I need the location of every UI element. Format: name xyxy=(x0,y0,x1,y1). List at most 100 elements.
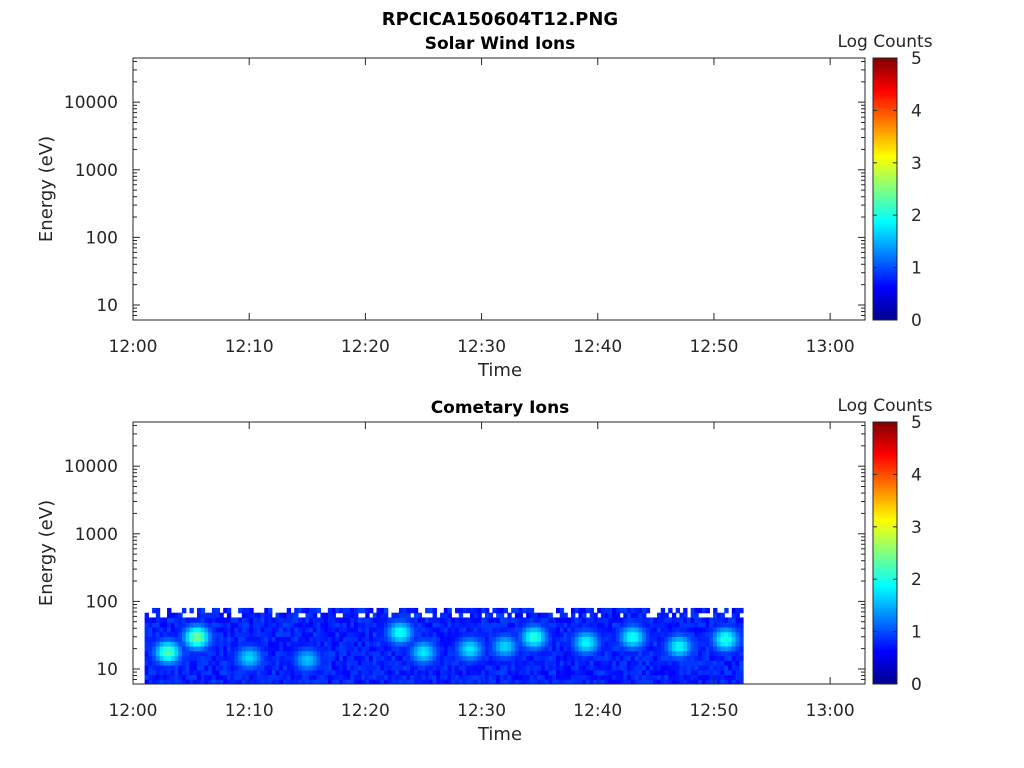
spectrogram-cell xyxy=(417,674,422,680)
spectrogram-cell xyxy=(473,622,479,628)
spectrogram-cell xyxy=(649,650,654,657)
spectrogram-cell xyxy=(282,660,288,666)
spectrogram-cell xyxy=(290,626,295,633)
spectrogram-cell xyxy=(144,674,149,680)
spectrogram-cell xyxy=(226,664,232,671)
spectrogram-cell xyxy=(447,650,452,657)
spectrogram-cell xyxy=(256,655,262,661)
spectrogram-cell xyxy=(694,660,699,666)
spectrogram-cell xyxy=(488,660,494,666)
spectrogram-cell xyxy=(552,650,557,657)
spectrogram-cell xyxy=(537,674,542,680)
spectrogram-cell xyxy=(178,669,183,676)
spectrogram-cell xyxy=(522,645,527,652)
spectrogram-cell xyxy=(492,645,497,652)
y-tick-label: 10000 xyxy=(64,457,118,477)
x-tick-label: 12:00 xyxy=(109,701,158,721)
spectrogram-cell xyxy=(432,650,437,657)
spectrogram-cell xyxy=(170,617,176,623)
spectrogram-cell xyxy=(178,674,183,680)
spectrogram-cell xyxy=(638,669,643,676)
spectrogram-cell xyxy=(185,660,191,666)
spectrogram-cell xyxy=(163,650,168,657)
spectrogram-cell xyxy=(570,636,576,642)
spectrogram-cell xyxy=(215,631,221,638)
spectrogram-cell xyxy=(395,674,400,680)
spectrogram-cell xyxy=(735,626,740,633)
spectrogram-cell xyxy=(148,622,153,628)
spectrogram-cell xyxy=(152,645,157,652)
spectrogram-cell xyxy=(731,607,737,614)
spectrogram-cell xyxy=(701,674,707,680)
spectrogram-cell xyxy=(204,655,209,661)
spectrogram-cell xyxy=(196,660,202,666)
spectrogram-cell xyxy=(312,622,318,628)
spectrogram-cell xyxy=(701,679,707,684)
spectrogram-cell xyxy=(335,664,340,671)
spectrogram-cell xyxy=(402,674,408,680)
spectrogram-cell xyxy=(417,631,422,638)
spectrogram-cell xyxy=(503,674,508,680)
spectrogram-cell xyxy=(361,626,366,633)
spectrogram-cell xyxy=(320,664,325,671)
spectrogram-cell xyxy=(365,669,370,676)
spectrogram-cell xyxy=(275,645,280,652)
spectrogram-cell xyxy=(230,650,235,657)
spectrogram-cell xyxy=(664,636,669,642)
spectrogram-cell xyxy=(294,650,299,657)
spectrogram-cell xyxy=(443,655,449,661)
spectrogram-cell xyxy=(372,622,378,628)
spectrogram-cell xyxy=(339,650,344,657)
spectrogram-cell xyxy=(148,636,153,642)
spectrogram-cell xyxy=(488,622,494,628)
spectrogram-cell xyxy=(387,664,393,671)
spectrogram-cell xyxy=(541,660,546,666)
spectrogram-cell xyxy=(279,664,284,671)
spectrogram-cell xyxy=(698,617,703,623)
spectrogram-cell xyxy=(249,607,254,614)
spectrogram-cell xyxy=(443,645,449,652)
spectrogram-cell xyxy=(709,626,714,633)
spectrogram-cell xyxy=(268,655,273,661)
spectrogram-cell xyxy=(238,607,243,614)
spectrogram-cell xyxy=(608,650,613,657)
spectrogram-cell xyxy=(623,669,628,676)
spectrogram-cell xyxy=(387,674,393,680)
spectrogram-cell xyxy=(612,650,617,657)
spectrogram-cell xyxy=(642,655,647,661)
spectrogram-cell xyxy=(354,645,359,652)
colorbar-label: Log Counts xyxy=(837,396,932,416)
spectrogram-cell xyxy=(507,622,512,628)
spectrogram-cell xyxy=(556,655,561,661)
spectrogram-cell xyxy=(410,631,415,638)
spectrogram-cell xyxy=(182,607,187,614)
spectrogram-cell xyxy=(241,631,247,638)
spectrogram-cell xyxy=(481,636,486,642)
spectrogram-cell xyxy=(271,626,277,633)
spectrogram-cell xyxy=(716,612,722,619)
spectrogram-cell xyxy=(731,650,737,657)
spectrogram-cell xyxy=(369,650,374,657)
spectrogram-cell xyxy=(683,636,688,642)
spectrogram-cell xyxy=(574,664,580,671)
spectrogram-cell xyxy=(492,641,497,647)
spectrogram-cell xyxy=(305,669,310,676)
spectrogram-cell xyxy=(559,626,565,633)
spectrogram-cell xyxy=(724,650,729,657)
spectrogram-cell xyxy=(642,664,647,671)
spectrogram-cell xyxy=(739,607,744,614)
spectrogram-cell xyxy=(189,641,194,647)
spectrogram-cell xyxy=(369,631,374,638)
spectrogram-cell xyxy=(260,622,265,628)
spectrogram-cell xyxy=(526,631,531,638)
spectrogram-cell xyxy=(282,650,288,657)
spectrogram-cell xyxy=(705,636,710,642)
spectrogram-cell xyxy=(705,655,710,661)
spectrogram-cell xyxy=(204,679,209,684)
spectrogram-cell xyxy=(630,622,636,628)
spectrogram-cell xyxy=(597,645,602,652)
spectrogram-cell xyxy=(196,612,202,619)
spectrogram-cell xyxy=(395,669,400,676)
spectrogram-cell xyxy=(469,664,475,671)
spectrogram-cell xyxy=(215,617,221,623)
